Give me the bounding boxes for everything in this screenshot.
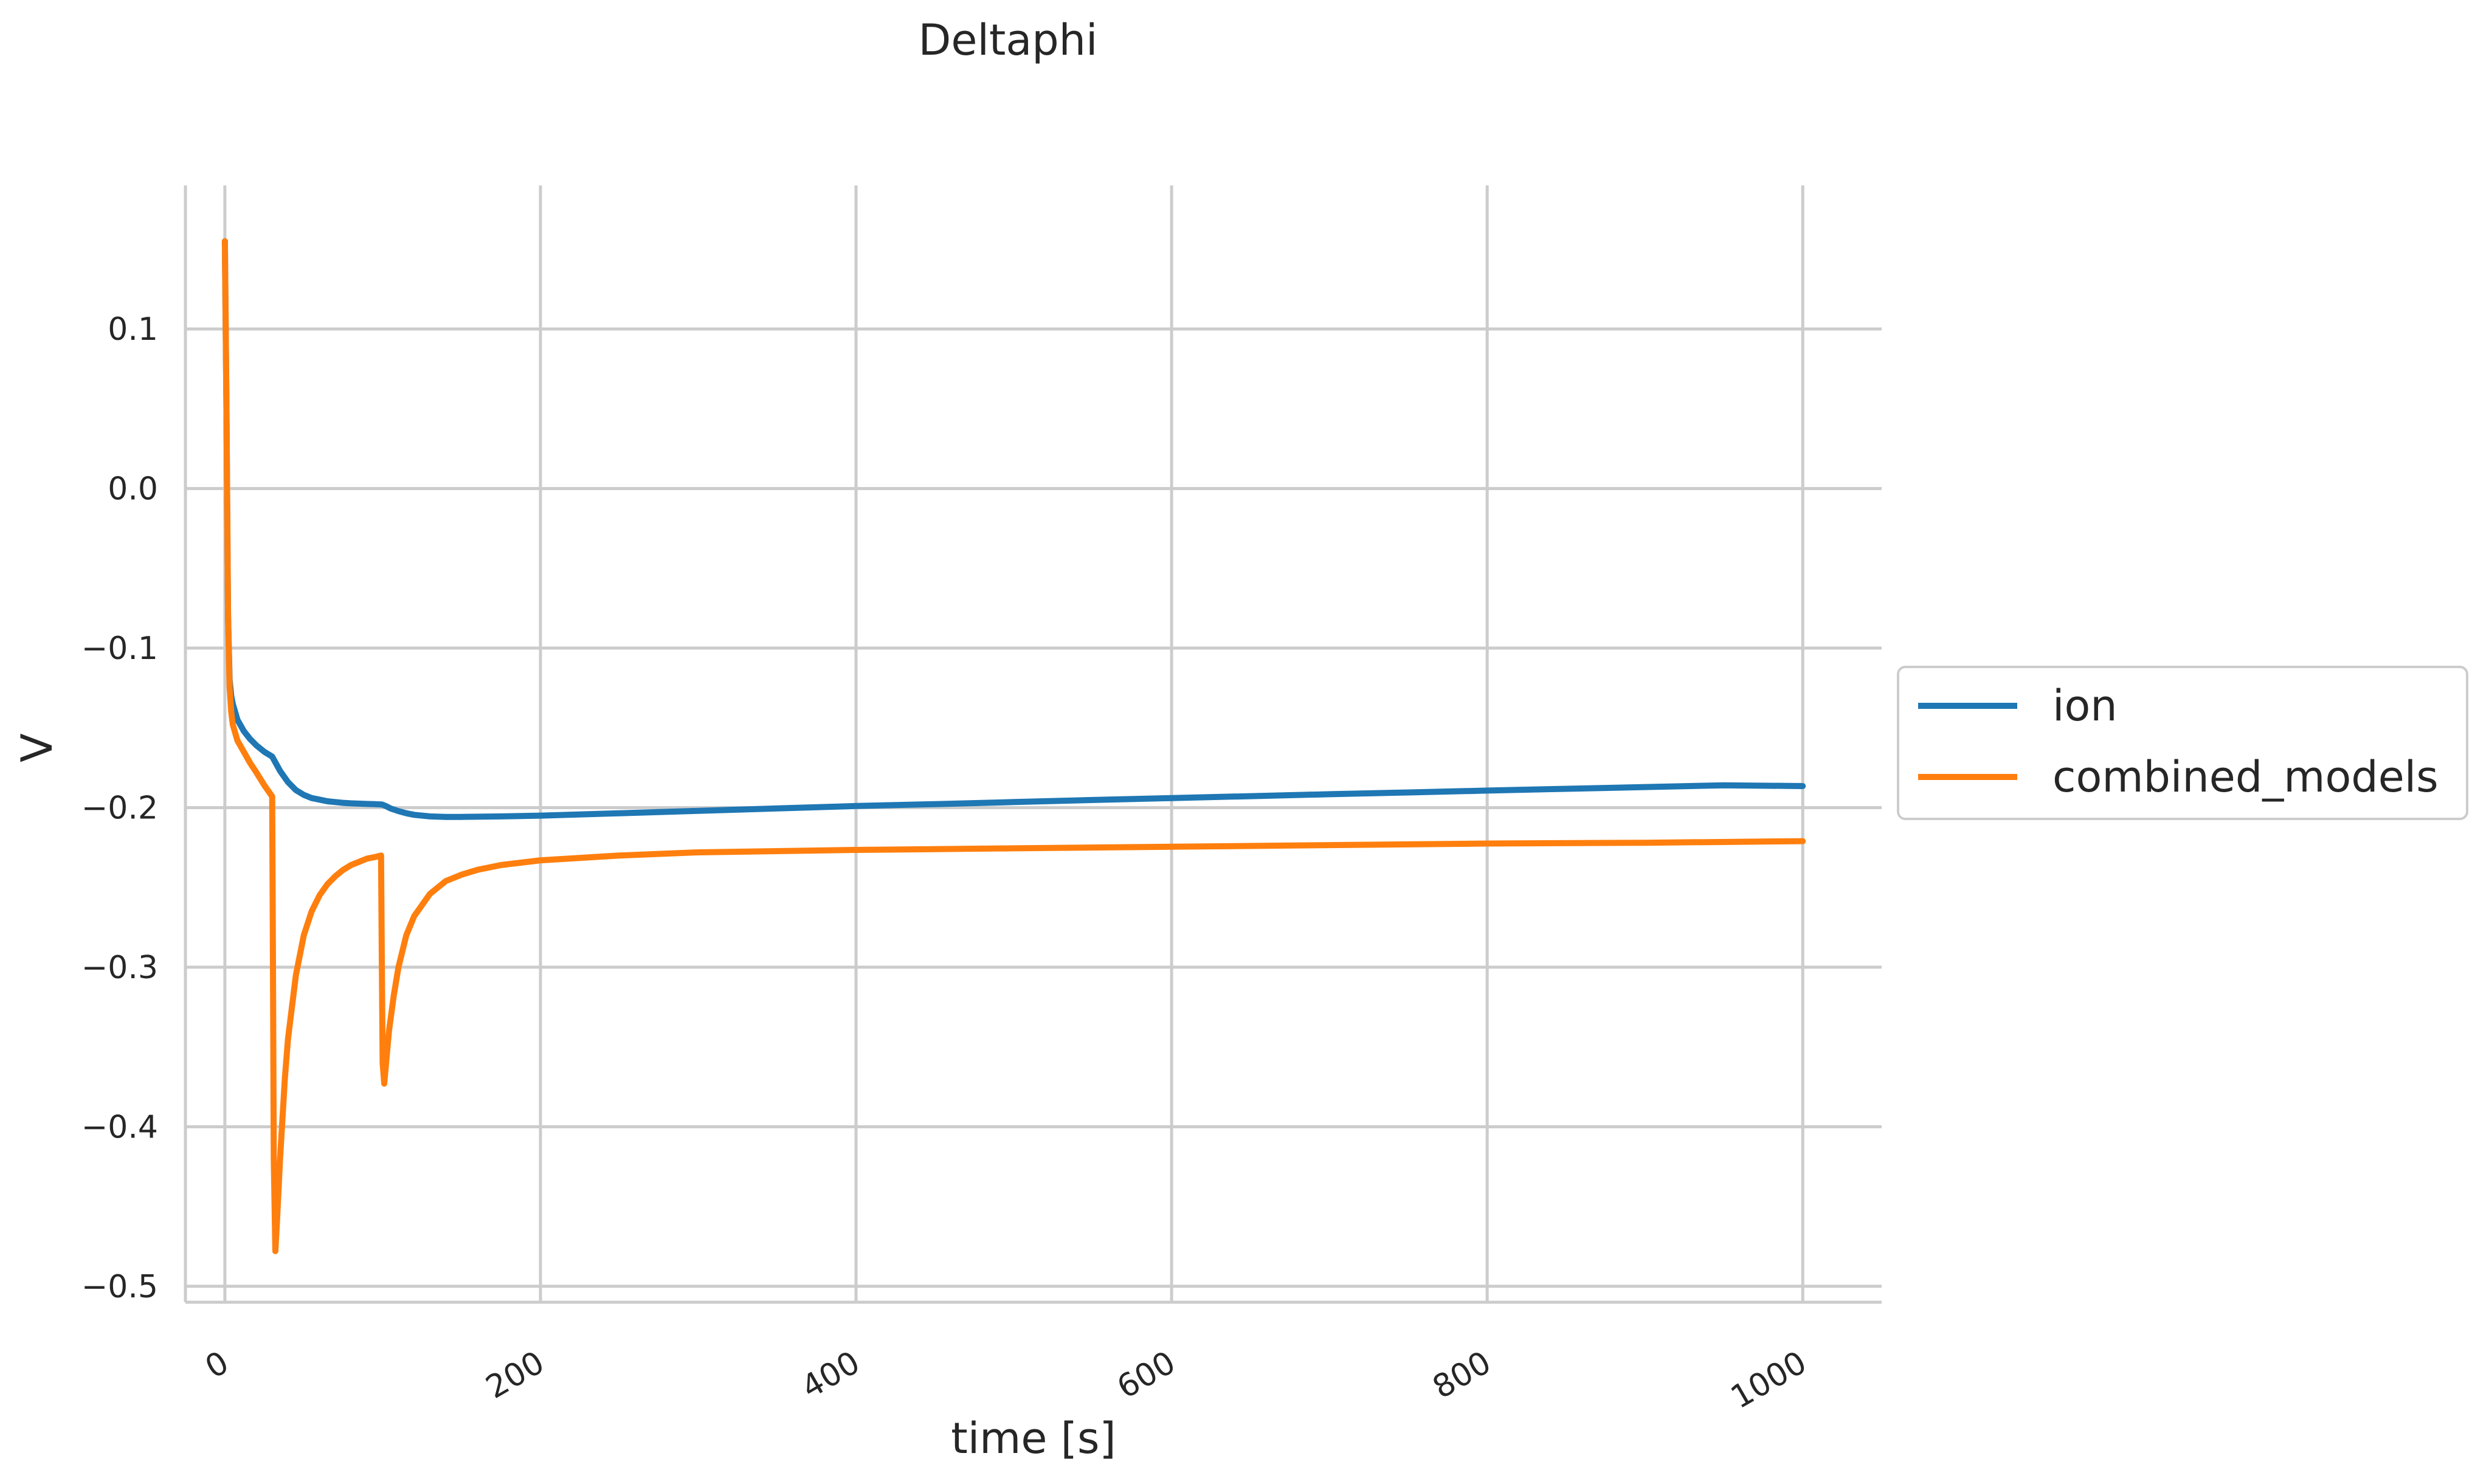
legend-label-combined-models: combined_models — [2052, 752, 2439, 802]
y-tick-label: −0.3 — [81, 950, 158, 986]
x-axis-label: time [s] — [951, 1413, 1116, 1463]
legend: ion combined_models — [1897, 666, 2468, 820]
y-tick-label: −0.4 — [81, 1109, 158, 1145]
y-tick-labels: 0.1 0.0 −0.1 −0.2 −0.3 −0.4 −0.5 — [81, 311, 158, 1305]
chart-title: Deltaphi — [918, 15, 1097, 65]
y-tick-label: 0.1 — [108, 311, 158, 348]
y-tick-label: 0.0 — [108, 471, 158, 508]
series-line-ion — [221, 238, 1806, 820]
legend-box — [1897, 666, 2468, 820]
series-line-combined-models — [221, 238, 1806, 1254]
y-tick-label: −0.1 — [81, 630, 158, 667]
y-tick-label: −0.2 — [81, 790, 158, 826]
legend-label-ion: ion — [2052, 681, 2118, 731]
series-layer — [221, 238, 1806, 1254]
y-axis-label: V — [12, 733, 62, 762]
y-tick-label: −0.5 — [81, 1269, 158, 1305]
